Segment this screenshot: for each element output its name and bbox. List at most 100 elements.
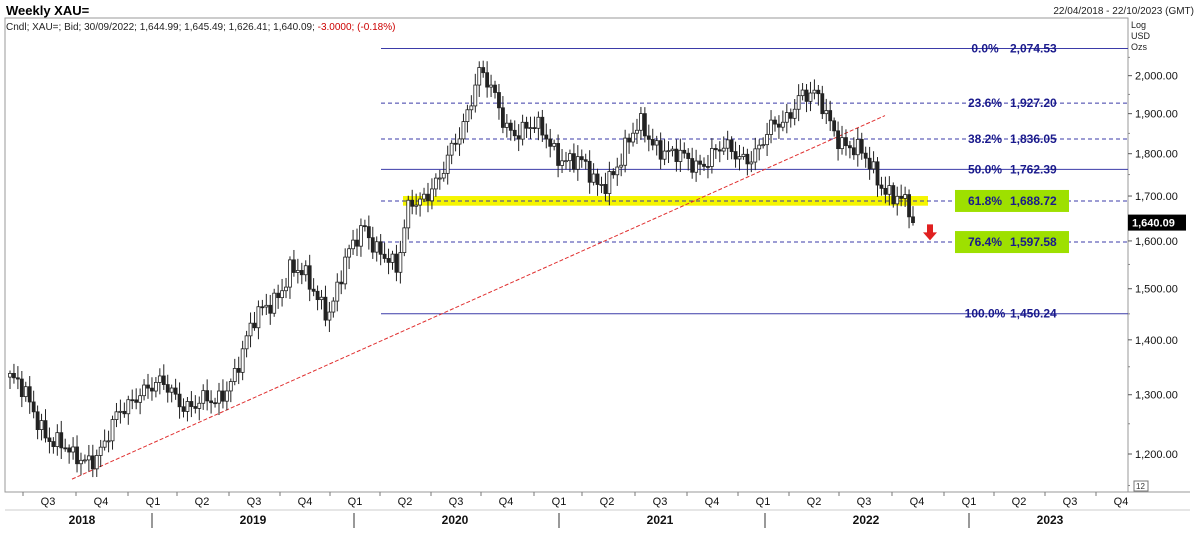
candle-body — [698, 160, 702, 165]
candle-body — [682, 149, 687, 154]
candle-body — [347, 248, 352, 258]
candle-body — [575, 156, 580, 170]
candle-body — [240, 348, 245, 373]
candle-body — [871, 161, 876, 170]
candle-body — [430, 188, 434, 202]
fib-pct-label-4: 61.8% — [968, 194, 1002, 208]
candle-body — [891, 185, 896, 205]
candle-body — [583, 159, 588, 162]
candle-body — [552, 143, 557, 147]
candle-body — [390, 253, 395, 263]
candle-body — [658, 140, 663, 160]
candle-body — [848, 145, 852, 149]
candle-body — [828, 110, 833, 122]
candle-body — [150, 387, 154, 392]
x-quarter-label: Q4 — [705, 496, 720, 508]
candle-body — [481, 67, 486, 74]
candle-body — [47, 437, 52, 442]
candle-body — [445, 154, 450, 174]
candle-body — [181, 406, 186, 412]
candle-body — [706, 166, 710, 168]
candle-body — [465, 109, 470, 123]
candle-body — [607, 171, 612, 194]
candle-body — [355, 239, 359, 247]
candle-body — [571, 153, 576, 170]
candle-body — [272, 292, 277, 314]
candle-body — [477, 67, 482, 86]
candle-body — [15, 377, 20, 380]
candle-body — [386, 258, 391, 263]
unit-label: Ozs — [1131, 42, 1148, 52]
candle-body — [292, 259, 296, 273]
y-tick-label: 1,700.00 — [1135, 191, 1178, 203]
fib-pct-label-0: 0.0% — [971, 42, 999, 56]
candle-body — [157, 375, 162, 383]
candle-body — [820, 93, 825, 115]
candle-body — [256, 306, 261, 329]
x-year-label: 2018 — [69, 513, 96, 527]
candle-body — [339, 281, 344, 285]
candle-body — [83, 459, 87, 462]
candle-body — [351, 239, 355, 250]
candle-body — [185, 401, 190, 412]
candle-body — [138, 395, 143, 403]
candle-body — [516, 135, 521, 140]
fib-pct-label-3: 50.0% — [968, 162, 1002, 176]
candle-body — [867, 157, 872, 170]
candle-body — [378, 241, 383, 255]
candle-body — [540, 116, 545, 136]
candle-body — [382, 253, 387, 259]
candle-body — [611, 171, 616, 176]
candle-body — [694, 160, 699, 173]
candle-body — [374, 241, 379, 253]
x-quarter-label: Q2 — [807, 496, 822, 508]
fib-value-label-2: 1,836.05 — [1010, 132, 1057, 146]
candle-body — [709, 148, 714, 167]
candle-body — [512, 129, 517, 137]
x-quarter-label: Q4 — [298, 496, 313, 508]
candle-body — [765, 134, 770, 146]
candle-body — [453, 142, 458, 145]
candle-body — [406, 199, 411, 229]
candle-body — [433, 177, 438, 190]
last-price-marker — [1128, 214, 1186, 231]
candle-body — [165, 384, 170, 393]
candle-body — [717, 149, 722, 152]
candle-body — [189, 401, 194, 407]
candle-body — [678, 149, 683, 162]
candle-body — [532, 127, 537, 130]
candle-body — [591, 173, 596, 183]
candle-body — [528, 127, 533, 130]
candle-body — [548, 138, 553, 147]
candle-body — [130, 399, 135, 402]
fib-pct-label-1: 23.6% — [968, 96, 1002, 110]
candle-body — [303, 265, 308, 276]
candle-body — [146, 384, 150, 389]
candle-body — [106, 440, 111, 443]
candle-body — [161, 375, 166, 385]
candle-body — [110, 419, 115, 442]
x-quarter-label: Q4 — [910, 496, 925, 508]
date-range: 22/04/2018 - 22/10/2023 (GMT) — [1053, 6, 1194, 17]
candle-body — [729, 139, 734, 152]
candle-body — [855, 139, 860, 156]
candle-body — [556, 143, 561, 166]
candle-body — [201, 390, 206, 404]
candle-body — [615, 166, 620, 176]
candle-body — [623, 137, 628, 166]
candle-body — [118, 410, 123, 413]
candle-body — [461, 121, 466, 140]
candle-body — [769, 119, 773, 135]
candle-body — [603, 184, 608, 194]
x-quarter-label: Q1 — [756, 496, 771, 508]
candle-body — [86, 455, 91, 461]
candle-body — [650, 138, 655, 146]
candle-body — [875, 161, 880, 186]
candle-body — [19, 378, 24, 398]
candle-body — [39, 420, 44, 431]
candle-body — [642, 113, 647, 137]
candle-body — [441, 172, 446, 179]
candle-body — [98, 446, 103, 456]
candle-body — [90, 455, 95, 470]
